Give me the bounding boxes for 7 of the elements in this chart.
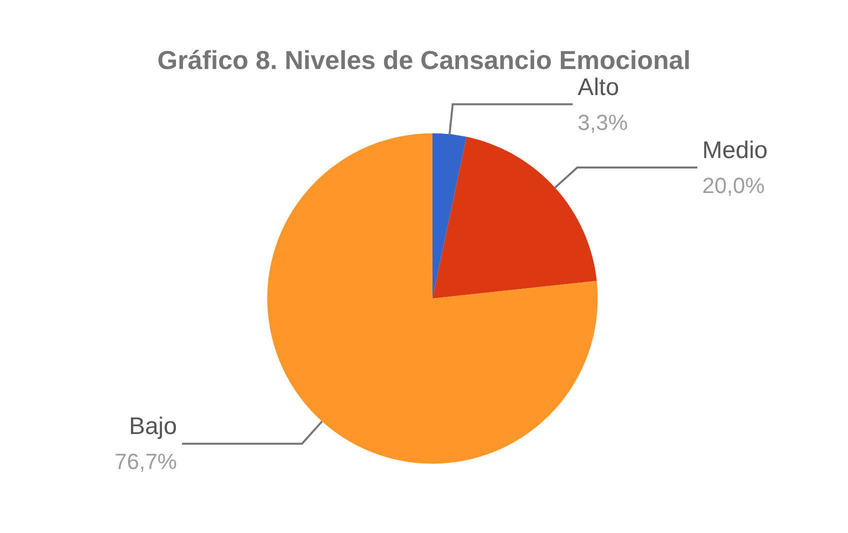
data-label: 3,3%: [578, 110, 628, 135]
slice-label: Bajo: [128, 413, 177, 440]
data-label: 20,0%: [702, 173, 765, 198]
chart-title: Gráfico 8. Niveles de Cansancio Emocional: [157, 45, 691, 75]
slice-label: Medio: [702, 137, 768, 164]
slice-label: Alto: [578, 74, 620, 101]
data-label: 76,7%: [114, 449, 177, 474]
